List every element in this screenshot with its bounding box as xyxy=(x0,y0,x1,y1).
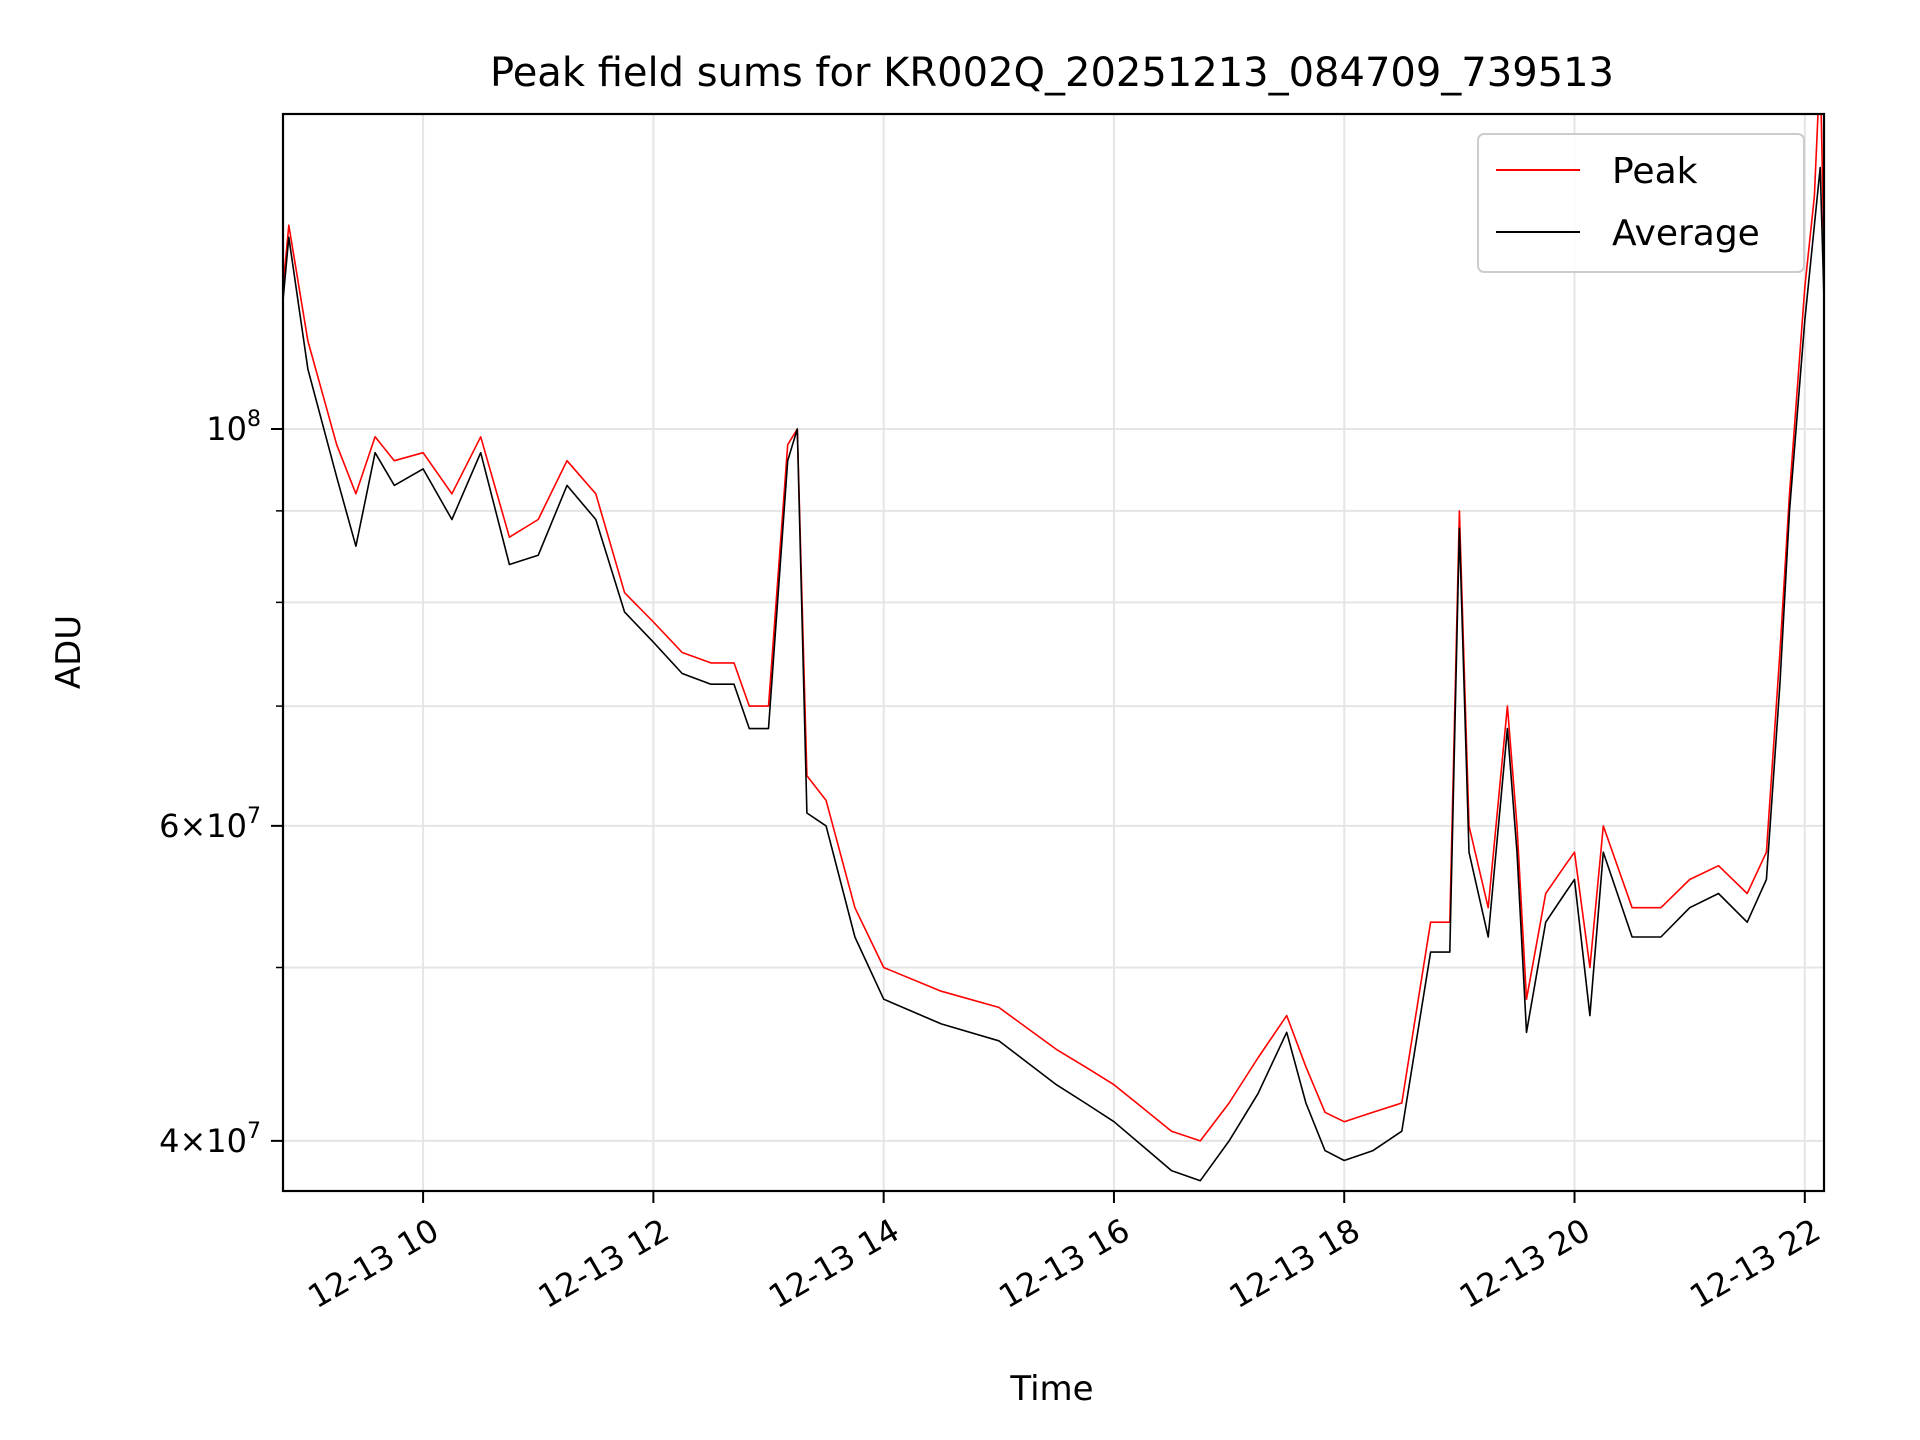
y-tick-label: 108 xyxy=(206,407,261,448)
series-line-peak xyxy=(283,114,1824,1142)
plot-area-frame xyxy=(281,112,1826,1193)
chart-title: Peak field sums for KR002Q_20251213_0847… xyxy=(490,50,1614,96)
legend-label-average: Average xyxy=(1612,213,1760,254)
grid xyxy=(283,114,1824,1191)
x-axis-label: Time xyxy=(1009,1369,1093,1409)
series-line-average xyxy=(283,166,1824,1182)
legend-box xyxy=(1477,133,1805,273)
legend: Peak Average xyxy=(1477,133,1805,273)
series-layer xyxy=(283,114,1824,1182)
y-tick-label: 4×107 xyxy=(159,1119,261,1160)
y-axis-ticks: 4×107 6×107 108 xyxy=(159,407,283,1160)
axes xyxy=(281,112,1826,1193)
y-axis-label: ADU xyxy=(49,615,89,689)
legend-label-peak: Peak xyxy=(1612,151,1698,192)
y-tick-label: 6×107 xyxy=(159,804,261,845)
